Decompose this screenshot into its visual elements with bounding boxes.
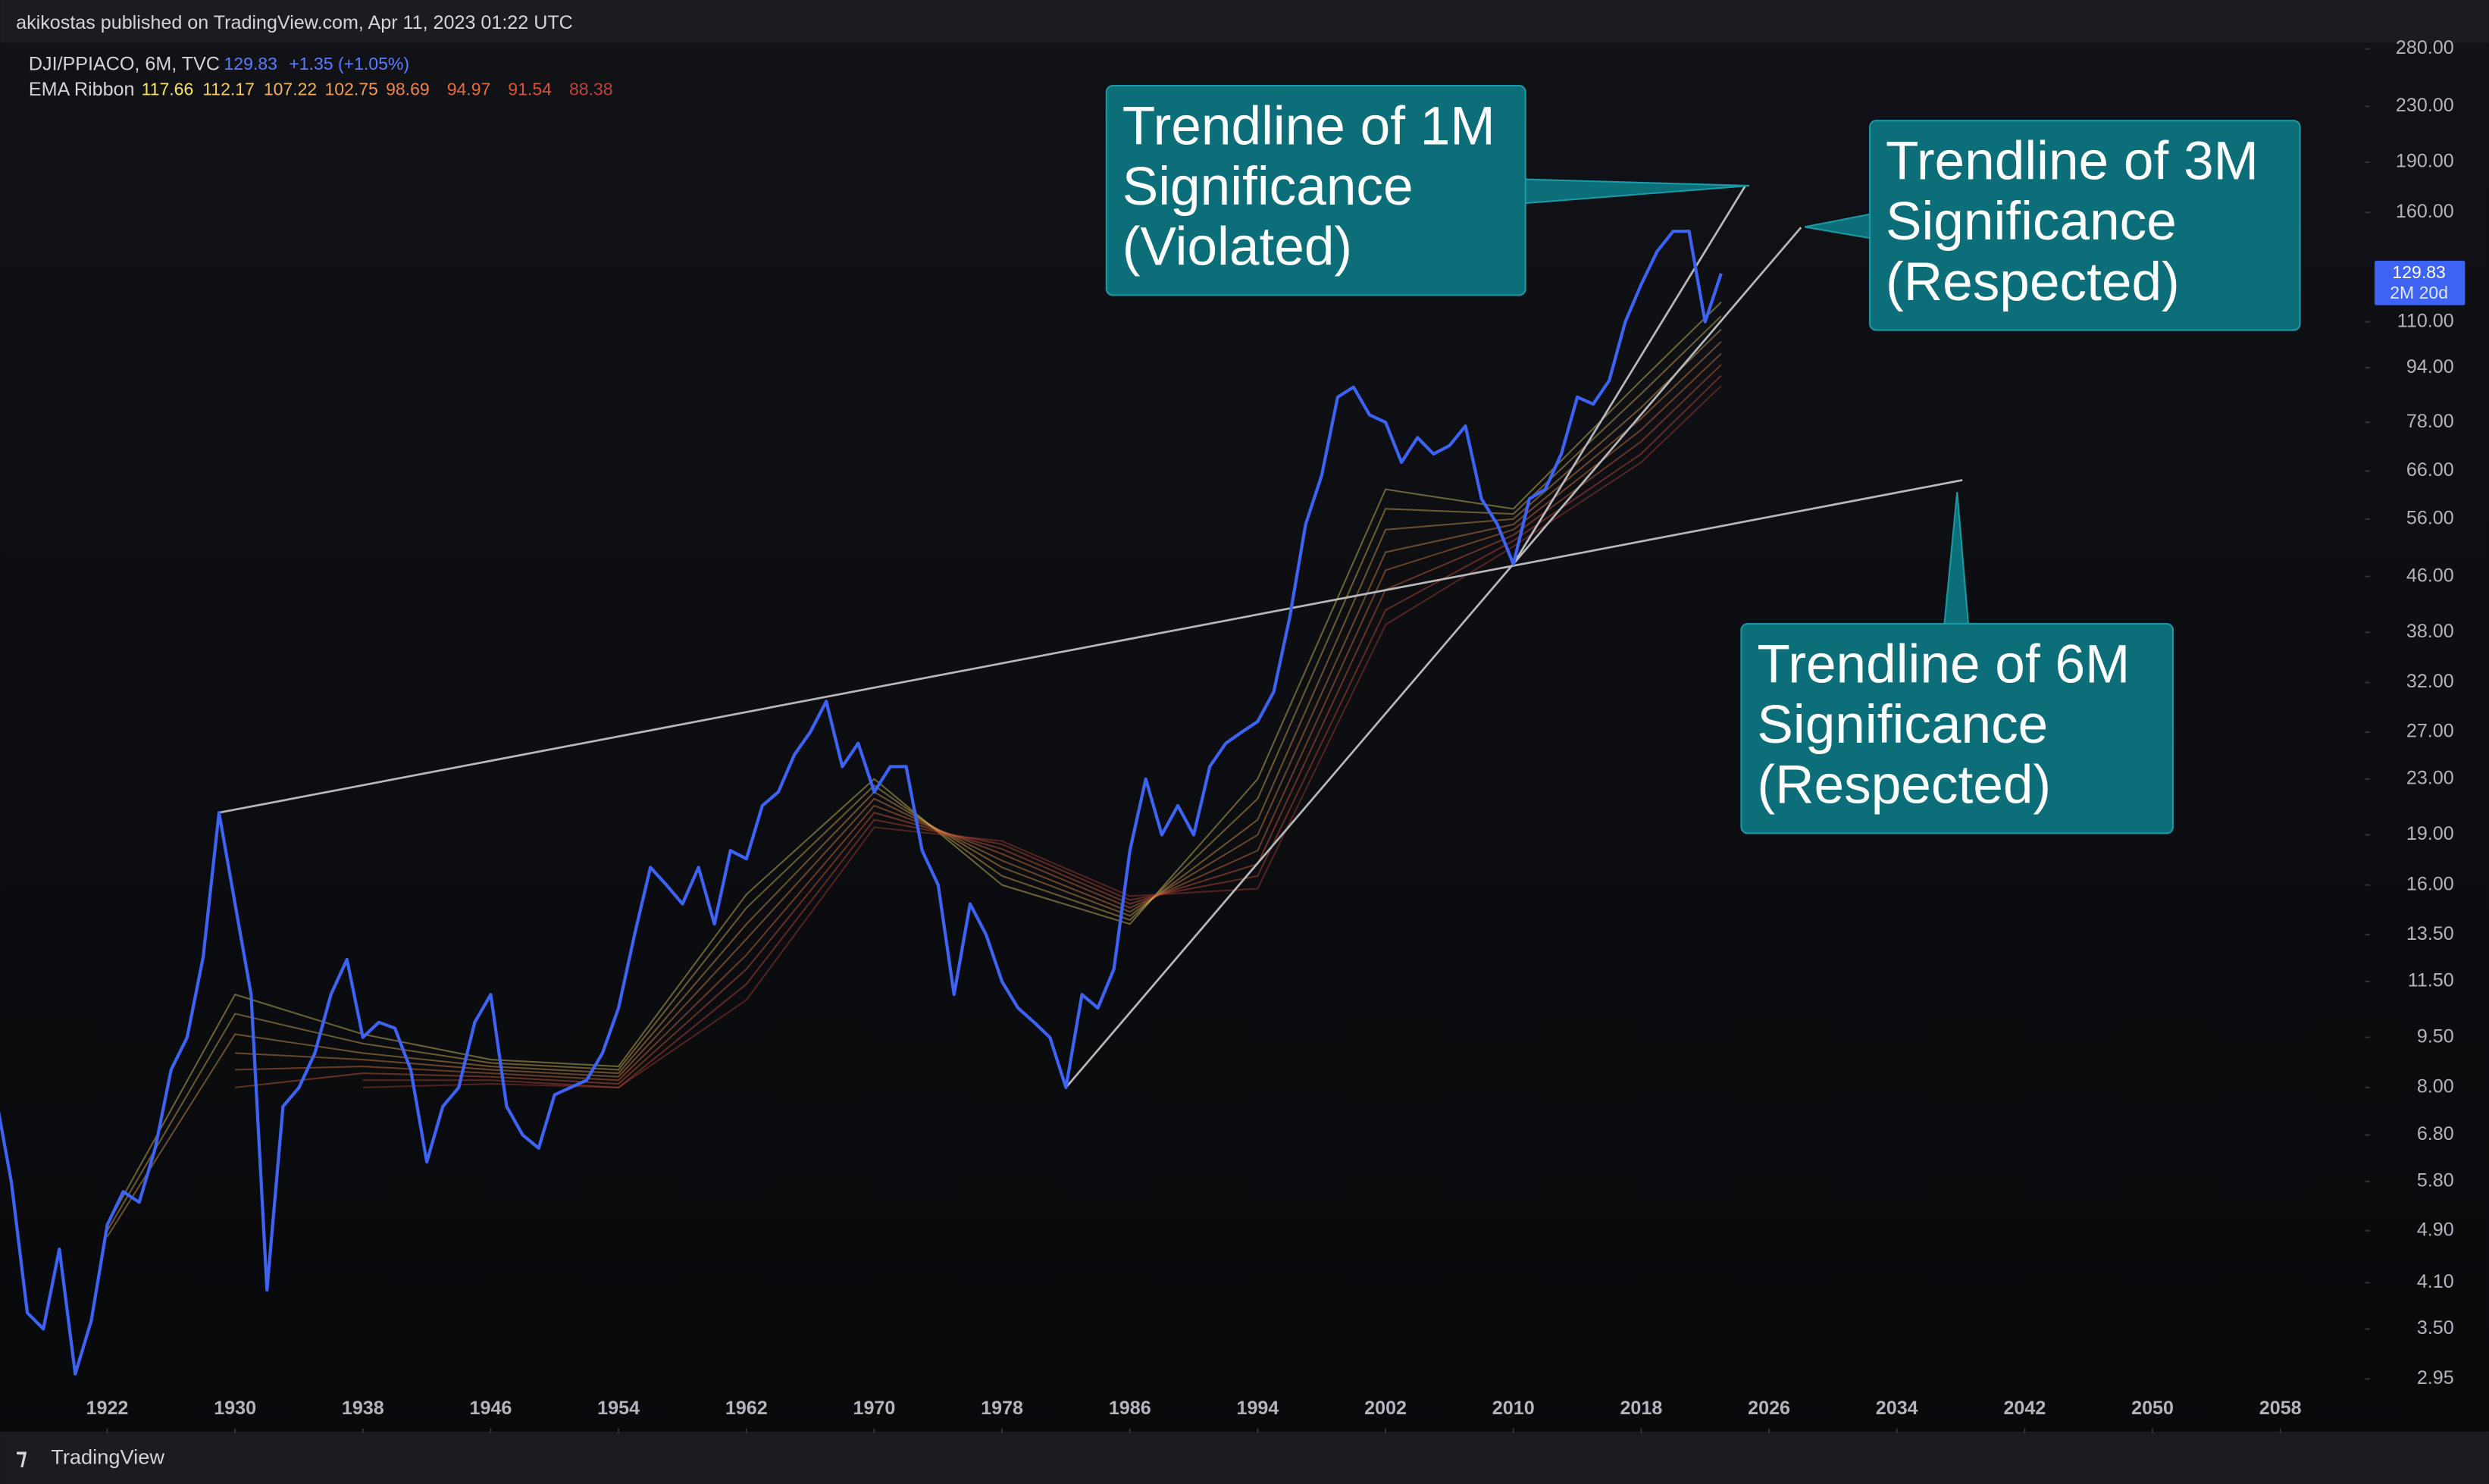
brand-name: TradingView [51, 1445, 164, 1469]
y-tick-label: 8.00 [2417, 1075, 2454, 1097]
x-tick-label: 1962 [725, 1398, 768, 1419]
trendline [1512, 185, 1746, 565]
y-tick-label: 5.80 [2417, 1169, 2454, 1191]
x-tick-label: 2002 [1364, 1398, 1407, 1419]
y-tick-label: 6.80 [2417, 1123, 2454, 1144]
price-tag [2375, 261, 2466, 305]
x-tick-label: 1938 [342, 1398, 384, 1419]
y-tick-label: 19.00 [2406, 823, 2454, 844]
callout-box [1740, 622, 2174, 834]
callout-box [1105, 85, 1526, 296]
x-tick-label: 2058 [2259, 1398, 2302, 1419]
ema-line [362, 385, 1722, 1088]
ema-line [235, 364, 1722, 1088]
y-tick-label: 230.00 [2396, 95, 2454, 116]
y-tick-label: 160.00 [2396, 201, 2454, 222]
ema-line [362, 374, 1722, 1088]
x-tick-label: 1922 [86, 1398, 129, 1419]
symbol-label: DJI/PPIACO, 6M, TVC [29, 53, 220, 74]
callout-text: Significance [1886, 192, 2177, 252]
ema-legend-value: 117.66 [142, 79, 194, 99]
change: +1.35 (+1.05%) [289, 54, 409, 74]
x-tick-label: 2042 [2003, 1398, 2046, 1419]
y-tick-label: 38.00 [2406, 621, 2454, 642]
y-tick-label: 9.50 [2417, 1025, 2454, 1047]
x-tick-label: 2026 [1748, 1398, 1790, 1419]
y-tick-label: 4.90 [2417, 1219, 2454, 1240]
publisher: akikostas published on TradingView.com, … [16, 12, 573, 33]
y-tick-label: 27.00 [2406, 721, 2454, 742]
x-tick-label: 1946 [470, 1398, 512, 1419]
ema-line [235, 341, 1722, 1078]
callout-text: Trendline of 6M [1757, 634, 2130, 694]
callout-text: (Violated) [1122, 218, 1352, 277]
y-tick-label: 23.00 [2406, 767, 2454, 788]
y-tick-label: 32.00 [2406, 671, 2454, 692]
x-tick-label: 1994 [1236, 1398, 1279, 1419]
y-tick-label: 56.00 [2406, 508, 2454, 529]
x-tick-label: 2034 [1876, 1398, 1918, 1419]
y-tick-label: 4.10 [2417, 1271, 2454, 1292]
trendline [1065, 227, 1802, 1088]
y-tick-label: 110.00 [2397, 310, 2454, 331]
x-tick-label: 2018 [1620, 1398, 1662, 1419]
brand-logo: ⁊ [16, 1445, 27, 1470]
callout-text: Significance [1122, 157, 1414, 217]
bottom-bar [0, 1431, 2489, 1484]
ema-line [106, 328, 1722, 1238]
ema-legend-value: 91.54 [508, 79, 552, 99]
ema-legend-value: 102.75 [324, 79, 377, 99]
callout-text: Trendline of 1M [1122, 97, 1495, 157]
brand: ⁊ TradingView [16, 1445, 164, 1470]
ema-line [106, 301, 1722, 1226]
price-tag-countdown: 2M 20d [2390, 283, 2448, 302]
y-tick-label: 94.00 [2406, 356, 2454, 377]
y-tick-label: 11.50 [2408, 970, 2454, 991]
x-tick-label: 1970 [853, 1398, 896, 1419]
y-tick-label: 46.00 [2406, 565, 2454, 586]
price-tag-value: 129.83 [2392, 262, 2445, 282]
y-tick-label: 280.00 [2396, 37, 2454, 58]
ema-legend-value: 94.97 [447, 79, 491, 99]
y-tick-label: 16.00 [2406, 873, 2454, 894]
y-tick-label: 190.00 [2396, 151, 2454, 172]
ribbon-label: EMA Ribbon [29, 79, 135, 100]
callout-text: (Respected) [1757, 756, 2051, 816]
x-tick-label: 2010 [1492, 1398, 1535, 1419]
y-tick-label: 78.00 [2406, 411, 2454, 432]
x-tick-label: 1954 [597, 1398, 640, 1419]
ema-line [235, 352, 1722, 1082]
callout-text: (Respected) [1886, 252, 2180, 312]
y-tick-label: 3.50 [2417, 1317, 2454, 1338]
y-tick-label: 66.00 [2406, 459, 2454, 481]
callout-box [1869, 120, 2301, 331]
callout-text: Significance [1757, 695, 2048, 755]
x-tick-label: 2050 [2131, 1398, 2174, 1419]
ema-legend-value: 98.69 [386, 79, 430, 99]
x-tick-label: 1978 [981, 1398, 1023, 1419]
trendline [218, 479, 1963, 814]
ema-legend-value: 112.17 [202, 79, 255, 99]
x-tick-label: 1986 [1109, 1398, 1151, 1419]
callout-text: Trendline of 3M [1886, 132, 2259, 192]
last-value: 129.83 [224, 54, 277, 74]
price-line [0, 230, 1723, 1376]
y-tick-label: 13.50 [2406, 923, 2454, 944]
x-tick-label: 1930 [214, 1398, 256, 1419]
y-tick-label: 2.95 [2417, 1367, 2454, 1389]
ema-legend-value: 107.22 [264, 79, 317, 99]
top-bar [0, 0, 2489, 43]
ema-legend-value: 88.38 [569, 79, 613, 99]
